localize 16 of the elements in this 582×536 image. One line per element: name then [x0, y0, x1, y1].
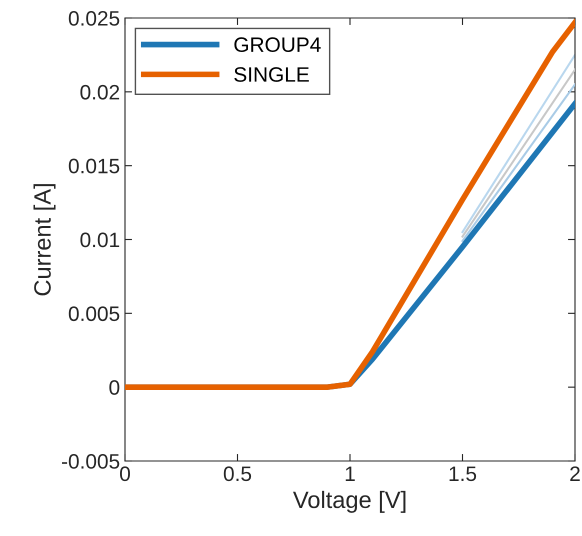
y-tick-label: -0.005 [62, 454, 120, 469]
x-tick-label: 2 [570, 466, 580, 481]
y-tick-label: 0.005 [68, 306, 120, 322]
y-tick-label: 0.025 [68, 11, 120, 26]
x-tick-label: 1.5 [450, 466, 476, 482]
legend-label: GROUP4 [234, 37, 321, 52]
y-axis-title: Current [A] [34, 184, 56, 296]
x-tick-label: 0.5 [224, 466, 252, 482]
x-tick-label: 0 [120, 466, 130, 482]
x-axis-title: Voltage [V] [293, 490, 406, 513]
y-tick-label: 0.015 [68, 158, 120, 174]
y-tick-label: 0.02 [80, 84, 120, 100]
legend-label: SINGLE [234, 67, 309, 82]
y-tick-label: 0.01 [80, 232, 120, 248]
x-tick-label: 1 [346, 466, 355, 481]
y-tick-label: 0 [109, 380, 120, 395]
